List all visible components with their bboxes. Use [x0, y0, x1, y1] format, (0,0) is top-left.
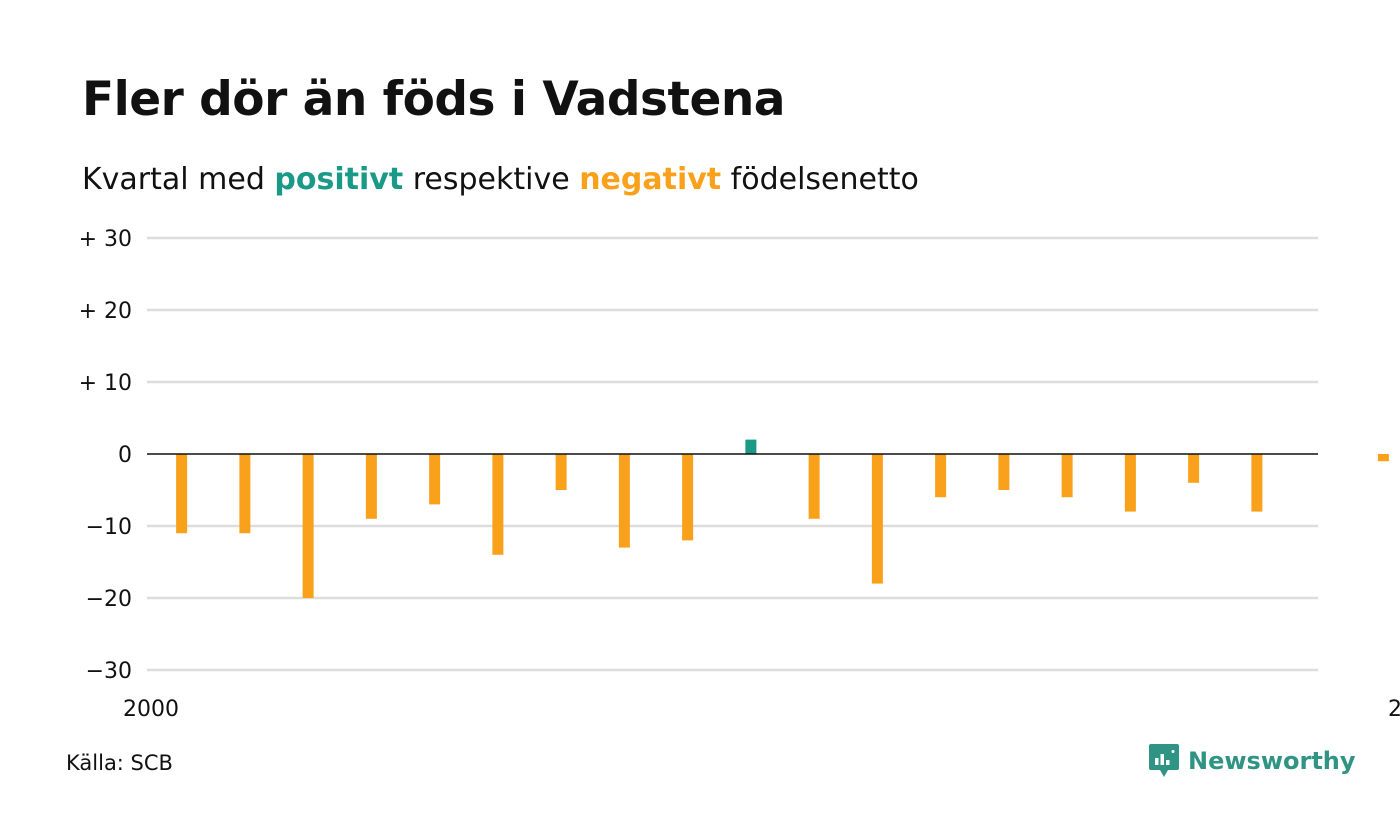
bar-negative: [935, 454, 947, 498]
bar-negative: [239, 454, 251, 534]
bar-negative: [1251, 454, 1263, 512]
newsworthy-logo-icon: [1149, 744, 1179, 777]
bar-negative: [555, 454, 567, 490]
y-tick-label: + 10: [79, 371, 132, 396]
bar-negative: [808, 454, 820, 519]
y-tick-label: 0: [118, 443, 132, 468]
bar-negative: [618, 454, 630, 548]
subtitle-negative-word: negativt: [579, 162, 722, 197]
bars: [176, 439, 1389, 598]
bar-negative: [365, 454, 377, 519]
x-axis-tick-labels: 20002005201020152020: [123, 697, 1400, 722]
bar-positive: [745, 439, 757, 454]
bar-negative: [1188, 454, 1200, 483]
bar-negative: [998, 454, 1010, 490]
y-tick-label: + 20: [79, 299, 132, 324]
bar-negative: [302, 454, 314, 598]
subtitle-prefix: Kvartal med: [82, 162, 275, 197]
bar-negative: [429, 454, 441, 505]
chart-subtitle: Kvartal med positivt respektive negativt…: [82, 160, 919, 200]
brand-name: Newsworthy: [1188, 747, 1356, 775]
x-tick-label: 2000: [123, 697, 179, 722]
y-tick-label: −10: [86, 515, 132, 540]
y-tick-label: −30: [86, 659, 132, 684]
y-axis-tick-labels: + 30 + 20 + 10 0 −10 −20 −30: [79, 227, 132, 684]
grid-lines: [147, 236, 1318, 672]
subtitle-middle: respektive: [403, 162, 580, 197]
brand-logo: Newsworthy: [1148, 742, 1356, 780]
bar-negative: [1061, 454, 1073, 498]
y-tick-label: −20: [86, 587, 132, 612]
chart-title: Fler dör än föds i Vadstena: [82, 72, 786, 127]
bar-negative: [871, 454, 883, 584]
bar-negative: [1377, 454, 1389, 462]
subtitle-positive-word: positivt: [274, 162, 404, 197]
bar-negative: [1124, 454, 1136, 512]
bar-negative: [682, 454, 694, 541]
bar-negative: [176, 454, 188, 534]
y-tick-label: + 30: [79, 227, 132, 252]
bar-negative: [492, 454, 504, 555]
x-tick-label: 2005: [1388, 697, 1400, 722]
source-note: Källa: SCB: [66, 751, 173, 775]
subtitle-suffix: födelsenetto: [721, 162, 919, 197]
